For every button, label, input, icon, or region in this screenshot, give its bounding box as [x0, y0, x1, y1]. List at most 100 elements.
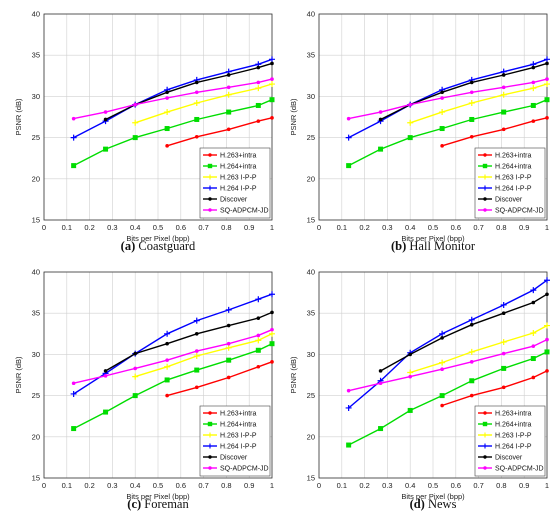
legend-marker	[483, 466, 487, 470]
data-point	[545, 337, 549, 342]
y-axis-label: PSNR (dB)	[14, 98, 23, 136]
data-point	[71, 163, 77, 169]
x-tick-label: 0.1	[337, 481, 347, 490]
data-point	[70, 390, 77, 397]
data-point	[545, 61, 549, 66]
data-point	[226, 73, 231, 77]
series-h-263-intra	[440, 369, 549, 408]
x-tick-label: 0.5	[153, 223, 163, 232]
y-tick-label: 20	[32, 174, 40, 183]
data-point	[378, 426, 384, 432]
y-tick-label: 15	[32, 216, 40, 225]
data-point	[469, 134, 474, 139]
legend-marker	[208, 197, 212, 201]
data-point	[501, 109, 507, 115]
legend-marker	[482, 163, 488, 169]
data-point	[165, 358, 169, 362]
data-point	[407, 407, 413, 413]
y-tick-label: 30	[32, 350, 40, 359]
data-point	[469, 116, 475, 122]
data-point	[501, 127, 506, 132]
y-tick-label: 25	[307, 391, 315, 400]
x-tick-label: 0.9	[519, 223, 529, 232]
data-point	[194, 80, 199, 85]
x-tick-label: 0.6	[176, 481, 186, 490]
data-point	[103, 369, 108, 373]
x-tick-label: 0.5	[428, 223, 438, 232]
series-line	[441, 117, 548, 147]
data-point	[133, 366, 137, 371]
data-point	[255, 337, 262, 344]
data-point	[439, 109, 446, 116]
legend-label: H.264 I-P-P	[495, 185, 532, 192]
legend-label: H.263+intra	[495, 152, 531, 159]
data-point	[469, 378, 475, 384]
legend-item: H.264 I-P-P	[203, 185, 257, 192]
legend-box	[199, 405, 271, 477]
legend-item: SQ-ADPCM-JD	[478, 207, 544, 214]
y-tick-label: 25	[32, 133, 40, 142]
x-tick-label: 0.7	[473, 223, 483, 232]
series-line	[409, 83, 548, 124]
series-discover	[378, 292, 549, 373]
data-point	[226, 109, 232, 115]
legend-item: H.264+intra	[478, 421, 531, 428]
data-point	[133, 351, 137, 356]
data-point	[194, 385, 199, 390]
y-tick-label: 40	[307, 268, 315, 277]
data-point	[545, 77, 549, 81]
legend-box	[474, 405, 546, 477]
data-point	[530, 356, 536, 362]
legend-marker	[483, 208, 487, 212]
data-point	[255, 85, 262, 92]
x-tick-label: 0.4	[130, 223, 140, 232]
data-point	[530, 287, 537, 294]
legend: H.263+intra H.264+intra H.263 I-P-P H.264 I…	[199, 405, 271, 477]
data-point	[468, 316, 475, 323]
y-tick-label: 40	[32, 268, 40, 277]
series-h-264-intra	[71, 97, 275, 169]
data-point	[439, 359, 446, 366]
chart-panel-1: 0 0.1 0.2 0.3 0.4 0.5 0.6 0.7 0.8 0.9 1 15 20 25 30 35 4…	[14, 10, 275, 253]
data-point	[501, 73, 506, 77]
y-tick-label: 35	[32, 309, 40, 318]
data-point	[164, 109, 171, 116]
legend-marker	[482, 432, 488, 438]
legend-marker	[207, 443, 213, 449]
series-discover	[378, 61, 549, 122]
data-point	[346, 116, 351, 121]
x-tick-label: 0.2	[84, 223, 94, 232]
series-h-264-i-p-p	[70, 291, 275, 397]
y-tick-label: 15	[307, 474, 315, 483]
data-point	[226, 85, 231, 90]
data-point	[468, 99, 475, 106]
data-point	[194, 349, 199, 353]
data-point	[544, 97, 550, 103]
series-line	[348, 338, 548, 392]
data-point	[545, 292, 549, 297]
series-line	[409, 324, 548, 374]
legend-item: H.263 I-P-P	[203, 432, 257, 439]
x-axis-label: Bits per Pixel (bpp)	[401, 234, 465, 243]
x-tick-label: 0.4	[130, 481, 140, 490]
data-point	[544, 56, 550, 63]
series-sq-adpcm-jd	[71, 327, 274, 386]
data-point	[165, 90, 169, 95]
data-point	[408, 102, 413, 107]
y-tick-label: 40	[32, 10, 40, 19]
data-point	[193, 317, 200, 324]
data-point	[530, 329, 537, 336]
series-line	[73, 293, 273, 395]
series-discover	[103, 310, 274, 373]
y-tick-label: 15	[307, 216, 315, 225]
data-point	[269, 291, 275, 298]
x-tick-label: 0.4	[405, 223, 415, 232]
legend-marker	[483, 455, 487, 459]
x-tick-label: 0.5	[153, 481, 163, 490]
data-point	[345, 404, 352, 411]
series-sq-adpcm-jd	[346, 337, 549, 393]
legend-item: H.264+intra	[203, 163, 256, 170]
series-h-263-i-p-p	[407, 81, 550, 126]
data-point	[270, 310, 274, 315]
data-point	[70, 134, 77, 141]
